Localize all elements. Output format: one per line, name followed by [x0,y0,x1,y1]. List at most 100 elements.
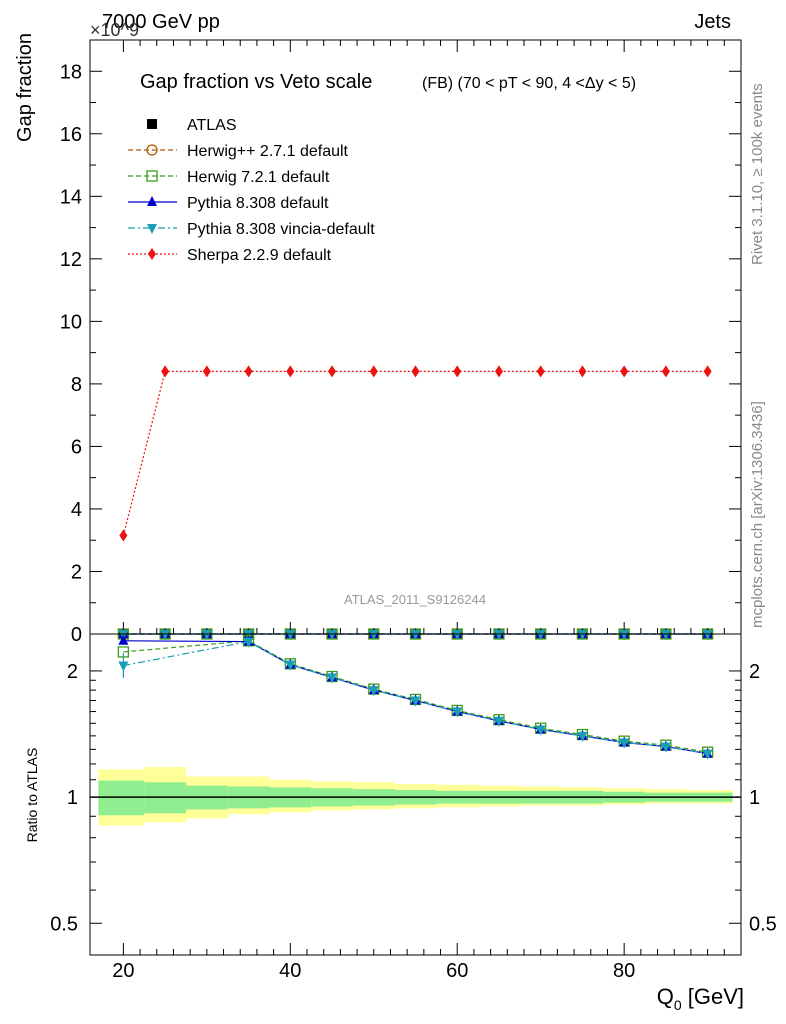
data-point [452,629,463,640]
data-point [161,365,170,378]
legend-entry: Herwig++ 2.7.1 default [128,143,349,160]
ratio-y-tick-label-right: 2 [749,661,760,683]
data-point [660,629,671,640]
data-point [202,365,211,378]
legend-marker [147,224,157,234]
main-y-tick-label: 16 [60,124,82,146]
x-tick-label: 60 [446,960,468,982]
legend-entry: Sherpa 2.2.9 default [128,247,332,264]
data-point [619,629,630,640]
legend-label: Pythia 8.308 default [187,195,329,212]
data-point [453,365,462,378]
ratio-data-point [327,673,338,684]
x-axis-unit: [GeV] [682,984,744,1009]
legend-entry: Pythia 8.308 default [128,195,329,212]
data-point [119,529,128,542]
ratio-data-point [619,738,630,749]
x-axis-label: Q0 [GeV] [657,984,744,1013]
legend-marker [147,196,157,206]
ratio-data-point [243,637,254,648]
data-point [536,365,545,378]
ratio-data-point [702,749,713,760]
ratio-series-2 [118,637,713,760]
data-point [286,365,295,378]
ratio-y-axis-label: Ratio to ATLAS [24,748,40,843]
data-point [243,629,254,640]
energy-label: 7000 GeV pp [102,11,220,33]
data-point [578,365,587,378]
data-point [535,629,546,640]
ratio-data-point [285,660,296,671]
ratio-axis-ticks: 0.5 0.5 1 1 2 2 20 40 60 80 [50,633,777,982]
data-point [160,629,171,640]
main-y-tick-label: 4 [71,499,82,521]
legend-entry: ATLAS [147,117,237,134]
ratio-data-point [118,634,129,645]
main-y-tick-label: 6 [71,436,82,458]
legend-marker [147,119,157,129]
series-line [122,370,708,536]
chart-title: Gap fraction vs Veto scale [140,71,372,93]
legend-label: Pythia 8.308 vincia-default [187,221,375,238]
data-point [493,629,504,640]
main-y-axis-label: Gap fraction [14,33,36,142]
ratio-data-point [577,731,588,742]
x-tick-label: 40 [279,960,301,982]
data-point [327,629,338,640]
legend-label: Herwig 7.2.1 default [187,169,330,186]
data-point [244,365,253,378]
legend-label: ATLAS [187,117,237,134]
data-point [328,365,337,378]
legend-marker [146,170,158,182]
x-axis-symbol: Q [657,984,674,1009]
ratio-y-tick-label-right: 1 [749,787,760,809]
watermark: ATLAS_2011_S9126244 [344,592,486,607]
legend-label: Sherpa 2.2.9 default [187,247,332,264]
main-series-4 [118,629,713,640]
exponent-label: ×10^9 [90,20,139,40]
ratio-data-point [368,686,379,697]
ratio-data-point [535,725,546,736]
x-tick-label: 20 [112,960,134,982]
ratio-y-tick-label: 1 [67,787,78,809]
data-point [620,365,629,378]
data-point [368,629,379,640]
main-y-tick-label: 10 [60,311,82,333]
main-y-tick-label: 0 [71,624,82,646]
ratio-data-point [410,696,421,707]
data-point [369,365,378,378]
legend-marker [146,144,158,156]
data-point [410,629,421,640]
ratio-uncertainty-bands [90,766,741,826]
process-label: Jets [694,11,731,33]
ratio-y-tick-label: 0.5 [50,913,78,935]
chart-subtitle: (FB) (70 < pT < 90, 4 <Δy < 5) [422,75,636,92]
legend-label: Herwig++ 2.7.1 default [187,143,349,160]
data-point [661,365,670,378]
main-y-tick-label: 2 [71,561,82,583]
legend-entry: Pythia 8.308 vincia-default [128,221,375,238]
mcplots-label: mcplots.cern.ch [arXiv:1306.3436] [749,401,766,628]
data-point [285,629,296,640]
main-series-5 [119,365,712,542]
ratio-data-point [493,716,504,727]
main-axis-ticks: 0 2 4 6 8 10 12 14 16 18 [60,40,741,646]
data-point [411,365,420,378]
stat-band-segment [98,780,145,816]
ratio-y-tick-label: 2 [67,661,78,683]
main-y-tick-label: 14 [60,186,82,208]
data-point [494,365,503,378]
legend: ATLAS Herwig++ 2.7.1 default Herwig 7.2.1 … [128,117,375,264]
ratio-data-point [452,707,463,718]
legend-entry: Herwig 7.2.1 default [128,169,330,186]
main-y-tick-label: 8 [71,374,82,396]
ratio-data-point [660,742,671,753]
rivet-version-label: Rivet 3.1.10, ≥ 100k events [749,83,766,265]
x-tick-label: 80 [613,960,635,982]
data-point [201,629,212,640]
data-point [702,629,713,640]
data-point [703,365,712,378]
ratio-series-layer [117,634,714,760]
ratio-y-tick-label-right: 0.5 [749,913,777,935]
